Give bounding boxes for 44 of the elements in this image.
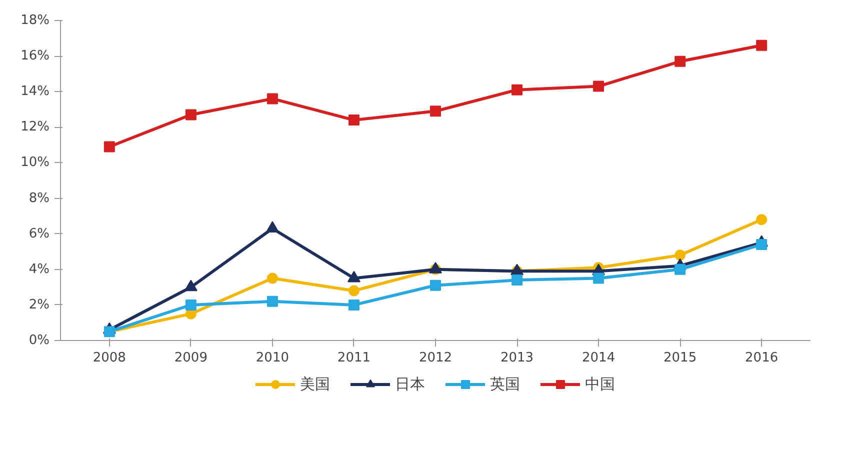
x-tick-label: 2016 <box>745 350 778 366</box>
point <box>348 299 360 310</box>
point <box>756 40 768 51</box>
point <box>674 250 686 261</box>
point <box>430 280 441 291</box>
x-tick-label: 2010 <box>256 350 290 366</box>
point <box>756 239 768 250</box>
point <box>348 285 360 296</box>
point <box>430 106 441 117</box>
point <box>185 299 196 310</box>
point <box>674 56 686 67</box>
point <box>512 84 523 96</box>
y-tick-label: 8% <box>28 190 50 206</box>
legend-label: 英国 <box>490 374 520 394</box>
y-tick-label: 16% <box>20 48 50 64</box>
x-tick-label: 2008 <box>92 350 126 366</box>
point <box>593 272 604 284</box>
point <box>266 272 278 284</box>
legend-label: 中国 <box>585 374 615 394</box>
point <box>512 274 523 286</box>
x-tick-label: 2013 <box>500 350 534 366</box>
point <box>674 264 686 275</box>
point <box>348 114 360 126</box>
x-tick-label: 2009 <box>174 350 208 366</box>
legend-label: 日本 <box>395 374 425 394</box>
y-tick-label: 2% <box>28 297 50 312</box>
point <box>185 109 196 120</box>
y-tick-label: 14% <box>20 84 50 100</box>
point <box>104 141 115 152</box>
point <box>266 296 278 307</box>
point <box>756 214 768 226</box>
y-tick-label: 4% <box>28 262 50 277</box>
point <box>593 80 604 92</box>
x-tick-label: 2015 <box>664 350 697 366</box>
x-tick-label: 2014 <box>582 350 616 366</box>
legend-label: 美国 <box>300 374 330 394</box>
point <box>266 93 278 104</box>
x-tick-label: 2011 <box>337 350 371 366</box>
y-tick-label: 18% <box>20 13 50 28</box>
y-tick-label: 10% <box>20 155 50 170</box>
y-tick-label: 12% <box>20 120 50 135</box>
y-tick-label: 6% <box>28 226 50 242</box>
x-tick-label: 2012 <box>418 350 452 366</box>
y-tick-label: 0% <box>28 333 50 348</box>
